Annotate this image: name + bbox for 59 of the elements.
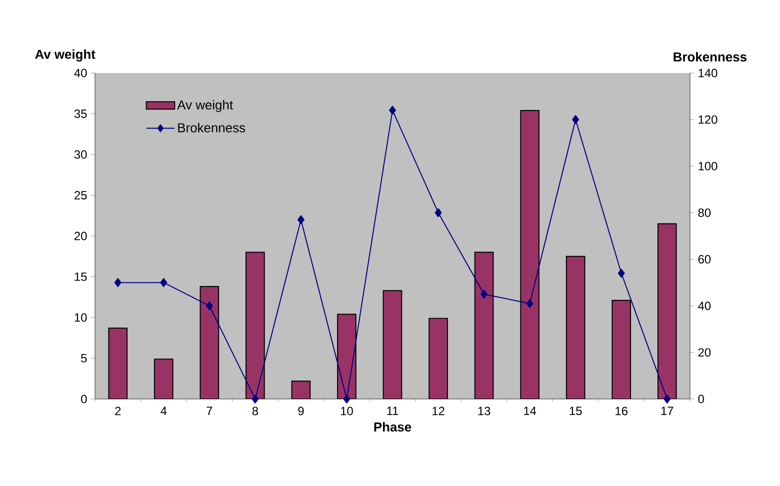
- y2-axis-title: Brokenness: [674, 52, 746, 62]
- x-tick-label: 9: [298, 406, 304, 416]
- point: [206, 301, 213, 310]
- x-tick-label: 15: [570, 406, 582, 416]
- point: [664, 394, 671, 404]
- bar: [200, 286, 220, 399]
- legend-label: Brokenness: [178, 122, 246, 132]
- point: [343, 394, 350, 404]
- y-tick-label: 0: [81, 394, 87, 404]
- bar: [520, 110, 540, 399]
- point: [480, 290, 488, 299]
- y2-tick-label: 140: [698, 68, 718, 78]
- bar: [154, 358, 174, 399]
- y2-tick-label: 0: [698, 394, 704, 404]
- y-tick-label: 5: [81, 354, 87, 362]
- bar: [612, 300, 632, 399]
- bar: [108, 328, 128, 399]
- x-tick-label: 10: [340, 406, 353, 416]
- x-tick-label: 4: [160, 406, 167, 415]
- point: [618, 268, 625, 278]
- x-tick-label: 14: [524, 406, 536, 415]
- bar: [246, 252, 265, 399]
- bar: [566, 256, 586, 399]
- point: [160, 278, 168, 288]
- x-tick-label: 11: [387, 406, 398, 415]
- y-axis-title: Av weight: [35, 49, 96, 62]
- x-tick-label: 2: [115, 406, 121, 416]
- bar: [657, 223, 677, 399]
- x-axis-title: Phase: [374, 422, 412, 432]
- point: [389, 106, 396, 115]
- y2-tick-label: 20: [698, 348, 711, 357]
- bar: [382, 290, 402, 399]
- y2-tick-label: 40: [698, 302, 711, 310]
- y-tick-label: 20: [74, 232, 87, 240]
- y2-tick-label: 60: [698, 255, 711, 264]
- x-tick-label: 17: [661, 406, 674, 415]
- y2-tick-label: 80: [698, 208, 711, 217]
- y2-tick-label: 120: [698, 115, 718, 124]
- y-tick-label: 15: [74, 272, 87, 281]
- y-tick-label: 35: [74, 110, 87, 118]
- legend-label: Av weight: [177, 100, 233, 112]
- point: [526, 299, 534, 308]
- x-tick-label: 13: [478, 406, 490, 416]
- y-tick-label: 25: [74, 191, 87, 200]
- bar: [428, 318, 448, 399]
- x-tick-label: 16: [616, 406, 628, 416]
- x-tick-label: 7: [206, 406, 212, 415]
- point: [114, 278, 122, 288]
- y-tick-label: 10: [74, 313, 87, 322]
- y-tick-label: 30: [74, 150, 87, 159]
- y-tick-label: 40: [74, 68, 87, 78]
- point: [434, 208, 442, 218]
- point: [297, 215, 304, 224]
- y2-tick-label: 100: [698, 162, 718, 170]
- x-tick-label: 8: [252, 406, 258, 416]
- point: [252, 394, 259, 404]
- point: [572, 115, 580, 124]
- bar: [474, 252, 494, 399]
- x-tick-label: 12: [432, 406, 444, 416]
